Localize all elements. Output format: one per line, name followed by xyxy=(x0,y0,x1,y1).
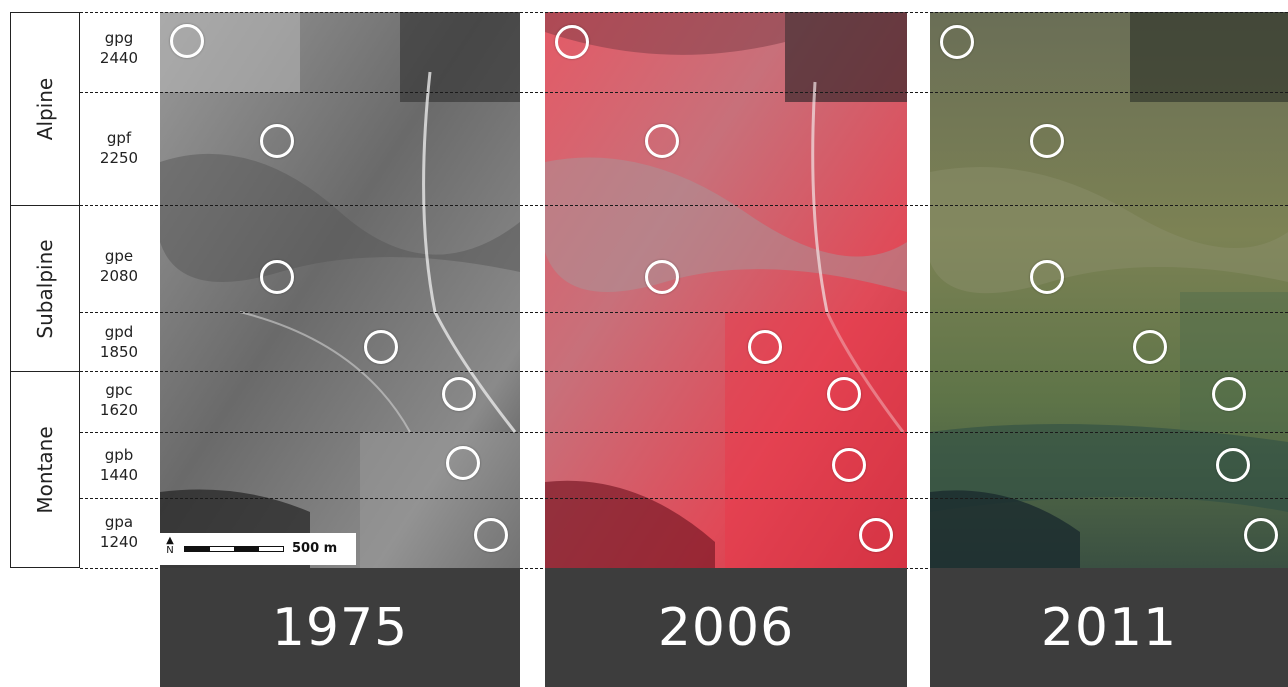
plot-marker-2006-gpd xyxy=(748,330,782,364)
plot-label-gpe: gpe 2080 xyxy=(82,246,156,286)
year-label-2006: 2006 xyxy=(657,597,795,658)
plot-marker-1975-gpe xyxy=(260,260,294,294)
year-bar-2011: 2011 xyxy=(930,568,1288,687)
plot-marker-1975-gpb xyxy=(446,446,480,480)
scale-track xyxy=(184,546,284,552)
north-label: N xyxy=(166,545,174,556)
plot-label-gpa: gpa 1240 xyxy=(82,512,156,552)
plot-marker-1975-gpf xyxy=(260,124,294,158)
plot-marker-2006-gpg xyxy=(555,25,589,59)
plot-marker-2006-gpe xyxy=(645,260,679,294)
plot-marker-2006-gpc xyxy=(827,377,861,411)
plot-code: gpf xyxy=(106,129,132,147)
divider-line xyxy=(80,205,1288,206)
divider-line xyxy=(80,432,1288,433)
year-bar-1975: 1975 xyxy=(160,568,520,687)
photo-texture-1975 xyxy=(160,12,520,568)
plot-code: gpe xyxy=(104,247,134,265)
plot-label-gpb: gpb 1440 xyxy=(82,445,156,485)
divider-line xyxy=(80,498,1288,499)
year-label-2011: 2011 xyxy=(1040,597,1178,658)
north-arrow-icon: ▲ N xyxy=(166,535,174,556)
plot-label-gpc: gpc 1620 xyxy=(82,380,156,420)
plot-elevation: 1240 xyxy=(99,533,139,551)
plot-marker-2011-gpb xyxy=(1216,448,1250,482)
plot-code: gpg xyxy=(104,29,134,47)
plot-marker-2011-gpd xyxy=(1133,330,1167,364)
plot-marker-2011-gpg xyxy=(940,25,974,59)
plot-label-gpd: gpd 1850 xyxy=(82,322,156,362)
zone-label-alpine: Alpine xyxy=(33,77,57,141)
plot-marker-2011-gpc xyxy=(1212,377,1246,411)
aerial-photo-2011 xyxy=(930,12,1288,568)
plot-elevation: 1440 xyxy=(99,466,139,484)
aerial-photo-1975 xyxy=(160,12,520,568)
photo-texture-2006 xyxy=(545,12,907,568)
plot-marker-2011-gpa xyxy=(1244,518,1278,552)
plot-marker-2011-gpf xyxy=(1030,124,1064,158)
plot-marker-2006-gpf xyxy=(645,124,679,158)
aerial-photo-2006 xyxy=(545,12,907,568)
plot-elevation: 2440 xyxy=(99,49,139,67)
zone-subalpine: Subalpine xyxy=(10,205,80,372)
divider-line xyxy=(80,92,1288,93)
zone-label-subalpine: Subalpine xyxy=(33,238,57,339)
plot-marker-2006-gpa xyxy=(859,518,893,552)
plot-code: gpb xyxy=(104,446,134,464)
photo-texture-2011 xyxy=(930,12,1288,568)
zone-alpine: Alpine xyxy=(10,12,80,206)
divider-line xyxy=(80,371,1288,372)
plot-code: gpa xyxy=(104,513,134,531)
zone-label-montane: Montane xyxy=(33,425,57,514)
plot-marker-1975-gpd xyxy=(364,330,398,364)
plot-code: gpc xyxy=(105,381,133,399)
scale-label: 500 m xyxy=(292,541,338,556)
year-bar-2006: 2006 xyxy=(545,568,907,687)
divider-line xyxy=(80,12,1288,13)
zone-montane: Montane xyxy=(10,371,80,568)
plot-marker-1975-gpa xyxy=(474,518,508,552)
plot-marker-1975-gpg xyxy=(170,24,204,58)
divider-line xyxy=(80,312,1288,313)
plot-marker-1975-gpc xyxy=(442,377,476,411)
plot-marker-2011-gpe xyxy=(1030,260,1064,294)
plot-elevation: 2250 xyxy=(99,149,139,167)
plot-marker-2006-gpb xyxy=(832,448,866,482)
plot-elevation: 2080 xyxy=(99,267,139,285)
year-label-1975: 1975 xyxy=(271,597,409,658)
plot-elevation: 1620 xyxy=(99,401,139,419)
plot-code: gpd xyxy=(104,323,134,341)
plot-elevation: 1850 xyxy=(99,343,139,361)
scale-bar: ▲ N 500 m xyxy=(160,533,356,565)
plot-label-gpf: gpf 2250 xyxy=(82,128,156,168)
plot-label-gpg: gpg 2440 xyxy=(82,28,156,68)
